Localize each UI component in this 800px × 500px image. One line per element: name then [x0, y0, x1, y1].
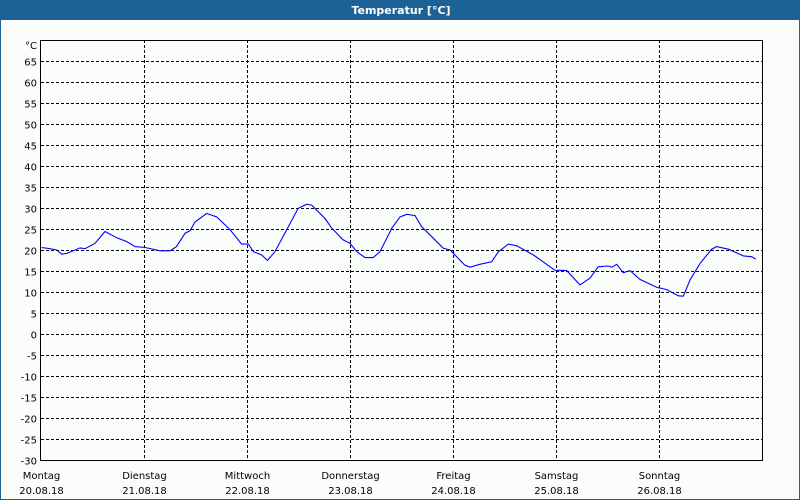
y-tick-label: -20 [21, 415, 37, 426]
y-tick-label: 60 [24, 79, 37, 90]
y-tick-label: 40 [24, 163, 37, 174]
y-tick-label: -5 [27, 352, 37, 363]
x-tick-day: Freitag [436, 471, 470, 482]
temperature-line [41, 203, 757, 297]
y-tick-label: 5 [31, 310, 37, 321]
x-tick-date: 21.08.18 [122, 486, 167, 497]
x-tick-date: 20.08.18 [19, 486, 64, 497]
y-tick-label: -15 [21, 394, 37, 405]
x-tick-day: Sonntag [639, 471, 681, 482]
y-tick-label: 10 [24, 289, 37, 300]
x-tick-day: Dienstag [122, 471, 167, 482]
y-tick-label: 65 [24, 58, 37, 69]
y-tick-label: 15 [24, 268, 37, 279]
y-tick-label: -10 [21, 373, 37, 384]
y-tick-label: 30 [24, 205, 37, 216]
y-tick-label: -25 [21, 436, 37, 447]
y-tick-label: 55 [24, 100, 37, 111]
y-tick-label: 0 [31, 331, 37, 342]
y-axis-unit: °C [25, 41, 37, 52]
x-tick-day: Mittwoch [225, 471, 270, 482]
x-tick-day: Donnerstag [321, 471, 379, 482]
x-tick-date: 22.08.18 [225, 486, 270, 497]
y-tick-label: -30 [21, 457, 37, 468]
y-tick-label: 35 [24, 184, 37, 195]
x-tick-date: 24.08.18 [431, 486, 476, 497]
y-tick-label: 45 [24, 142, 37, 153]
x-tick-day: Samstag [535, 471, 579, 482]
x-tick-date: 26.08.18 [637, 486, 682, 497]
y-tick-label: 20 [24, 247, 37, 258]
x-tick-day: Montag [23, 471, 60, 482]
y-tick-label: 50 [24, 121, 37, 132]
x-tick-date: 25.08.18 [534, 486, 579, 497]
x-tick-date: 23.08.18 [328, 486, 373, 497]
window-title: Temperatur [°C] [1, 0, 800, 20]
y-tick-label: 25 [24, 226, 37, 237]
plot-frame [40, 40, 763, 461]
